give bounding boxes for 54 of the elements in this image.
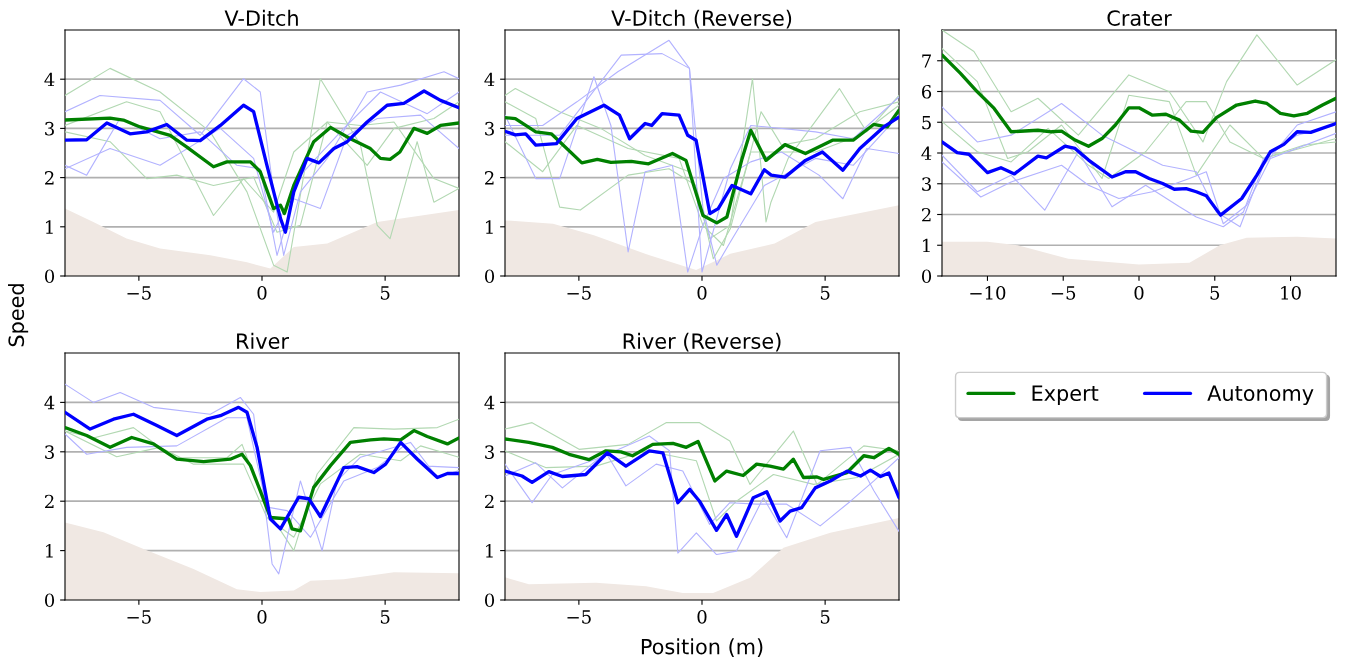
y-tick-label: 4	[44, 395, 55, 410]
x-tick-label: 5	[380, 286, 390, 300]
y-tick-label: 0	[44, 593, 55, 608]
chart-title: V-Ditch	[224, 9, 298, 26]
y-tick-label: 0	[921, 269, 932, 284]
x-tick-label: 5	[820, 286, 830, 300]
chart-title: River (Reverse)	[623, 332, 781, 352]
y-tick-label: 6	[922, 84, 932, 99]
x-tick-label: −5	[567, 286, 591, 300]
chart-title: Crater	[1107, 10, 1172, 26]
x-tick-label: 5	[1210, 286, 1220, 300]
y-tick-label: 1	[485, 220, 493, 234]
y-tick-label: 0	[484, 593, 495, 608]
y-tick-label: 4	[921, 146, 932, 160]
y-tick-label: 1	[45, 544, 53, 558]
y-tick-label: 2	[922, 207, 931, 222]
x-tick-label: 5	[380, 610, 390, 624]
chart-title: V-Ditch (Reverse)	[611, 9, 792, 29]
x-tick-label: 10	[1281, 286, 1301, 300]
y-tick-label: 3	[922, 177, 931, 191]
y-tick-label: 3	[45, 445, 54, 459]
chart-title: River	[237, 332, 289, 349]
x-tick-label: 5	[820, 610, 830, 624]
x-tick-label: 0	[257, 286, 267, 300]
x-tick-label: 0	[697, 610, 707, 624]
y-tick-label: 1	[922, 238, 930, 253]
y-tick-label: 2	[485, 494, 494, 509]
y-tick-label: 2	[45, 494, 54, 509]
y-tick-label: 3	[45, 121, 54, 136]
y-tick-label: 4	[484, 395, 495, 410]
x-tick-label: −5	[127, 610, 151, 624]
x-tick-label: 0	[1134, 286, 1144, 300]
x-axis-title: Position (m)	[641, 638, 763, 657]
x-tick-label: 0	[697, 286, 707, 300]
y-axis-title: Speed	[8, 284, 29, 347]
y-tick-label: 4	[484, 72, 495, 87]
y-tick-label: 3	[485, 121, 494, 136]
y-tick-label: 4	[44, 72, 55, 87]
y-tick-label: 5	[922, 115, 931, 130]
x-tick-label: −5	[1051, 286, 1076, 300]
x-tick-label: −5	[567, 610, 591, 624]
y-tick-label: 2	[485, 171, 494, 185]
y-tick-label: 1	[45, 220, 53, 234]
y-tick-label: 0	[484, 269, 495, 284]
legend-label: Autonomy	[1207, 385, 1314, 406]
y-tick-label: 2	[45, 171, 54, 185]
x-tick-label: 0	[257, 610, 267, 624]
y-tick-label: 1	[485, 544, 493, 558]
x-tick-label: −5	[127, 286, 151, 300]
legend-label: Expert	[1032, 385, 1099, 406]
y-tick-label: 0	[44, 269, 55, 284]
y-tick-label: 3	[485, 445, 494, 459]
y-tick-label: 7	[922, 54, 931, 68]
x-tick-label: −10	[970, 286, 1006, 300]
